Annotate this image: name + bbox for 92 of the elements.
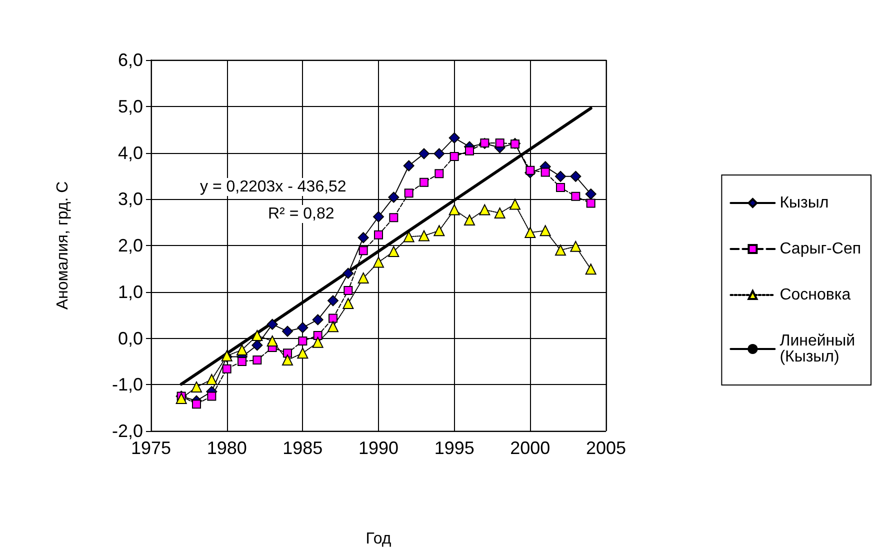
point: [388, 246, 400, 258]
legend-label: Сарыг-Сеп: [780, 240, 861, 258]
point: [555, 244, 566, 256]
x-tick-label: 2000: [510, 438, 550, 458]
x-tick-label: 2005: [586, 438, 626, 458]
y-tick-label: 3,0: [118, 189, 143, 210]
point: [342, 298, 354, 309]
point: [192, 400, 201, 409]
point: [283, 348, 292, 358]
point: [374, 230, 383, 240]
point: [403, 231, 414, 242]
y-axis-title: Аномалия, грд. С: [54, 181, 72, 310]
y-tick-label: -1,0: [112, 374, 143, 395]
legend-label: Сосновка: [780, 286, 851, 304]
point: [298, 336, 308, 346]
y-tick-label: 6,0: [118, 50, 143, 70]
point: [570, 170, 582, 182]
y-tick-label: 4,0: [118, 142, 143, 163]
point: [434, 148, 445, 160]
point: [540, 225, 551, 236]
point: [434, 225, 445, 236]
x-tick-label: 1995: [434, 438, 474, 458]
point: [313, 330, 322, 340]
x-axis-title: Год: [366, 530, 392, 548]
y-tick-label: -2,0: [112, 421, 143, 441]
y-tick-label: 1,0: [118, 282, 143, 302]
point: [282, 326, 293, 337]
y-tick-label: 2,0: [118, 236, 143, 256]
point: [358, 246, 368, 256]
point: [495, 138, 504, 148]
point: [282, 354, 293, 366]
y-tick-label: 0,0: [118, 328, 143, 348]
annotation: R² = 0,82: [268, 206, 334, 222]
point: [328, 295, 338, 306]
x-tick-label: 1985: [282, 438, 323, 458]
point: [404, 188, 414, 198]
point: [434, 169, 444, 178]
point: [418, 148, 430, 160]
point: [571, 192, 580, 201]
point: [191, 381, 202, 392]
point: [207, 392, 216, 401]
legend-label: Кызыл: [780, 194, 829, 212]
y-tick-label: 5,0: [118, 96, 143, 116]
point: [206, 374, 218, 386]
point: [479, 204, 490, 216]
point: [524, 227, 536, 238]
point: [586, 198, 596, 208]
x-tick-label: 1990: [358, 438, 399, 458]
point: [238, 356, 246, 366]
point: [494, 208, 506, 219]
point: [252, 330, 263, 341]
point: [418, 230, 430, 242]
point: [510, 198, 520, 210]
point: [526, 166, 535, 175]
point: [328, 314, 338, 323]
point: [312, 314, 324, 326]
point: [328, 321, 338, 332]
annotation: y = 0,2203x - 436,52: [200, 178, 346, 196]
point: [312, 336, 324, 348]
point: [297, 322, 308, 334]
point: [358, 232, 369, 244]
point: [585, 264, 596, 275]
point: [222, 364, 232, 374]
point: [358, 272, 369, 284]
point: [297, 348, 308, 359]
point: [389, 213, 398, 222]
point: [448, 204, 460, 216]
point: [450, 152, 459, 161]
point: [448, 132, 460, 144]
point: [373, 211, 384, 222]
x-tick-label: 1975: [130, 438, 172, 458]
point: [342, 268, 354, 279]
point: [236, 344, 248, 356]
x-tick-label: 1980: [206, 438, 247, 458]
legend-label: Линейный (Кызыл): [780, 332, 856, 366]
point: [344, 286, 353, 295]
point: [388, 192, 400, 203]
point: [176, 393, 187, 404]
point: [555, 170, 566, 182]
point: [403, 160, 414, 172]
point: [252, 340, 263, 351]
point: [266, 318, 278, 330]
point: [570, 240, 582, 252]
point: [252, 356, 262, 365]
point: [465, 146, 474, 156]
point: [373, 256, 384, 268]
point: [266, 336, 278, 347]
point: [585, 188, 596, 200]
point: [540, 168, 550, 177]
point: [464, 214, 475, 226]
point: [556, 183, 565, 192]
point: [420, 178, 428, 187]
